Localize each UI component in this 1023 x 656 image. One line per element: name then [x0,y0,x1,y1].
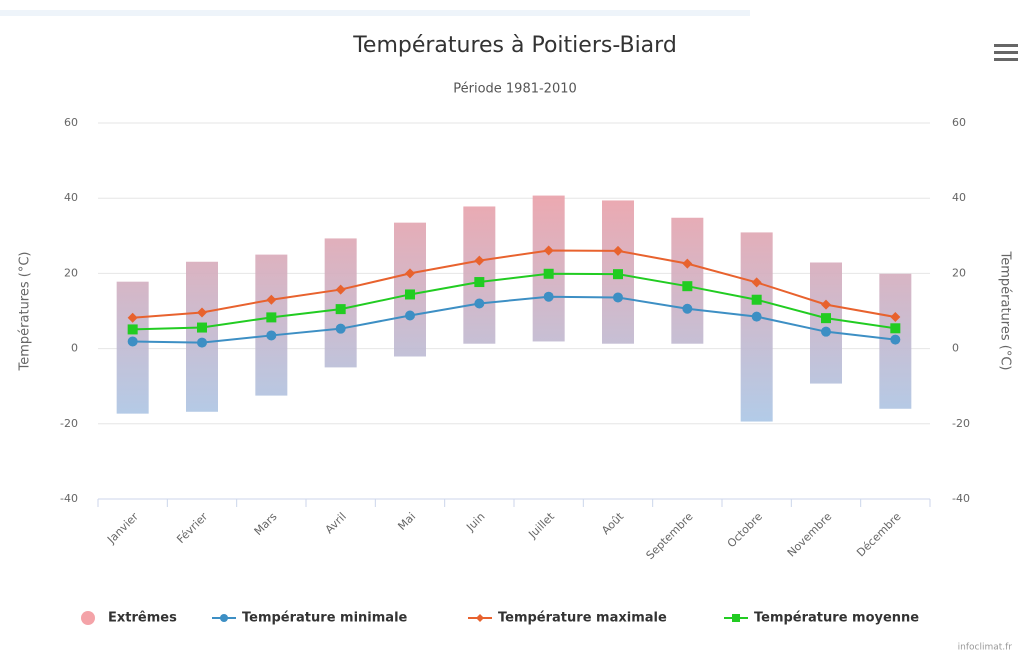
x-tick-label: Avril [323,510,349,536]
marker [197,307,207,318]
y-tick-label: 20 [64,266,78,279]
y-axis-title: Températures (°C) [18,252,33,372]
menu-bar[interactable] [994,58,1018,61]
marker [197,322,207,333]
legend-label: Température minimale [242,611,408,626]
marker [821,299,831,310]
marker [821,313,831,324]
marker [474,298,485,309]
legend-symbol [476,614,484,622]
marker [266,312,277,323]
line [132,249,896,319]
marker [127,324,138,335]
marker [543,291,554,302]
legend-symbol [732,614,740,622]
legend-label: Extrêmes [108,611,177,626]
x-tick-label: Février [174,510,210,546]
y2-tick-label: -20 [952,417,970,430]
range-bar [255,254,288,396]
x-tick-label: Juin [463,510,487,534]
marker [751,311,762,322]
legend-label: Température moyenne [754,611,919,626]
marker [197,337,207,348]
y-tick-label: -20 [60,417,78,430]
marker [266,294,277,305]
marker [890,312,901,323]
chart-subtitle: Période 1981-2010 [453,82,577,97]
marker [890,323,901,334]
range-bar [740,232,773,422]
marker [335,284,346,295]
marker [613,269,623,280]
marker [543,268,554,279]
marker [821,326,831,337]
marker [335,323,346,334]
range-bar [532,195,565,342]
x-tick-label: Juillet [525,510,557,542]
marker [266,330,277,341]
range-bar [116,281,149,414]
marker [405,310,415,321]
marker [682,281,693,292]
top-bar [0,10,750,16]
y2-tick-label: 20 [952,266,966,279]
marker [613,245,623,256]
range-bar [186,261,218,412]
x-tick-label: Mars [252,510,280,538]
y2-axis-title: Températures (°C) [998,251,1013,371]
x-tick-label: Mai [395,510,418,533]
marker [682,303,693,314]
marker [474,255,485,266]
line [132,295,896,344]
legend-symbol [81,611,95,625]
menu-button[interactable] [994,44,1018,61]
legend-symbol [220,614,228,622]
marker [751,277,762,288]
marker [474,277,485,288]
y-tick-label: 40 [64,191,78,204]
y-tick-label: 60 [64,116,78,129]
marker [890,334,901,345]
y-tick-label: -40 [60,492,78,505]
x-tick-label: Janvier [104,510,141,547]
y-tick-label: 0 [71,342,78,355]
line [132,272,896,331]
x-tick-label: Décembre [854,510,904,560]
marker [127,336,138,347]
marker [613,292,623,303]
marker [127,312,138,323]
chart-title: Températures à Poitiers-Biard [352,33,677,58]
marker [405,268,415,279]
x-tick-label: Août [599,510,627,538]
y2-tick-label: 40 [952,191,966,204]
x-tick-label: Octobre [725,510,765,550]
credits: infoclimat.fr [958,643,1013,653]
marker [335,304,346,315]
range-bar [324,238,357,368]
y2-tick-label: -40 [952,492,970,505]
marker [682,258,693,269]
range-bar [671,217,704,344]
marker [751,294,762,305]
marker [405,289,415,300]
menu-bar[interactable] [994,51,1018,54]
range-bar [463,206,496,344]
x-tick-label: Novembre [785,510,835,560]
y2-tick-label: 0 [952,342,959,355]
legend-label: Température maximale [498,611,667,626]
x-tick-label: Septembre [644,510,696,562]
y2-tick-label: 60 [952,116,966,129]
marker [543,245,554,256]
menu-bar[interactable] [994,44,1018,47]
